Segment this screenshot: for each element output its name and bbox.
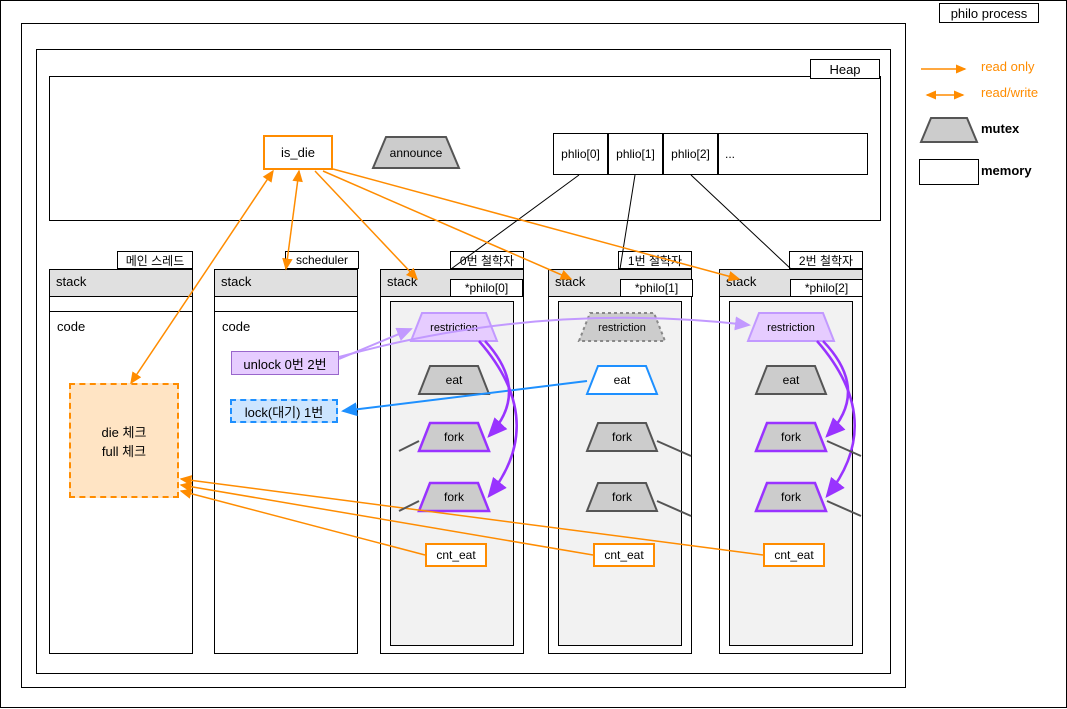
legend-rw-arrow bbox=[919, 87, 973, 103]
svg-text:fork: fork bbox=[781, 490, 802, 504]
svg-text:eat: eat bbox=[446, 373, 463, 387]
diagram-root: philo process Heap is_die announce phlio… bbox=[0, 0, 1067, 708]
heap-label: Heap bbox=[810, 59, 880, 79]
legend-readonly: read only bbox=[981, 59, 1034, 74]
die-check-l1: die 체크 bbox=[102, 422, 147, 441]
p1-fork2: fork bbox=[585, 481, 659, 513]
die-check-l2: full 체크 bbox=[102, 441, 146, 460]
sched-code-label: code bbox=[222, 319, 250, 334]
p1-fork1: fork bbox=[585, 421, 659, 453]
p2-inner bbox=[729, 301, 853, 646]
sched-tab: scheduler bbox=[285, 251, 359, 269]
svg-text:restriction: restriction bbox=[598, 322, 646, 334]
p1-eat: eat bbox=[585, 364, 659, 396]
legend-readonly-arrow bbox=[919, 61, 973, 77]
svg-text:fork: fork bbox=[612, 490, 633, 504]
svg-text:announce: announce bbox=[390, 146, 443, 160]
p2-fork1: fork bbox=[754, 421, 828, 453]
p0-eat: eat bbox=[417, 364, 491, 396]
p2-fork2: fork bbox=[754, 481, 828, 513]
p0-cnt-eat: cnt_eat bbox=[425, 543, 487, 567]
p1-restriction: restriction bbox=[577, 311, 667, 343]
p2-restriction: restriction bbox=[746, 311, 836, 343]
p2-tab: 2번 철학자 bbox=[789, 251, 863, 269]
p1-inner bbox=[558, 301, 682, 646]
philo-1: phlio[1] bbox=[608, 133, 663, 175]
is-die-box: is_die bbox=[263, 135, 333, 170]
p0-inner bbox=[390, 301, 514, 646]
sched-stack: stack bbox=[214, 269, 358, 297]
legend-memory-box bbox=[919, 159, 979, 185]
svg-text:restriction: restriction bbox=[430, 322, 478, 334]
p0-fork2: fork bbox=[417, 481, 491, 513]
process-title: philo process bbox=[939, 3, 1039, 23]
p2-cnt-eat: cnt_eat bbox=[763, 543, 825, 567]
svg-text:eat: eat bbox=[614, 373, 631, 387]
p0-ptr: *philo[0] bbox=[450, 279, 523, 297]
main-code-label: code bbox=[57, 319, 85, 334]
p0-restriction: restriction bbox=[409, 311, 499, 343]
lock-box: lock(대기) 1번 bbox=[230, 399, 338, 423]
svg-text:eat: eat bbox=[783, 373, 800, 387]
svg-text:fork: fork bbox=[612, 430, 633, 444]
p1-tab: 1번 철학자 bbox=[618, 251, 692, 269]
legend-rw: read/write bbox=[981, 85, 1038, 100]
main-tab: 메인 스레드 bbox=[117, 251, 193, 269]
p2-ptr: *philo[2] bbox=[790, 279, 863, 297]
svg-text:restriction: restriction bbox=[767, 322, 815, 334]
die-check-box: die 체크 full 체크 bbox=[69, 383, 179, 498]
legend-mutex bbox=[919, 116, 979, 146]
p1-cnt-eat: cnt_eat bbox=[593, 543, 655, 567]
p0-tab: 0번 철학자 bbox=[450, 251, 524, 269]
legend-memory-label: memory bbox=[981, 163, 1032, 178]
p2-eat: eat bbox=[754, 364, 828, 396]
p1-ptr: *philo[1] bbox=[620, 279, 693, 297]
philo-more: ... bbox=[718, 133, 868, 175]
p0-fork1: fork bbox=[417, 421, 491, 453]
svg-text:fork: fork bbox=[781, 430, 802, 444]
philo-2: phlio[2] bbox=[663, 133, 718, 175]
svg-text:fork: fork bbox=[444, 430, 465, 444]
legend-mutex-label: mutex bbox=[981, 121, 1019, 136]
unlock-box: unlock 0번 2번 bbox=[231, 351, 339, 375]
svg-text:fork: fork bbox=[444, 490, 465, 504]
announce-trap: announce bbox=[371, 135, 461, 170]
philo-0: phlio[0] bbox=[553, 133, 608, 175]
main-stack: stack bbox=[49, 269, 193, 297]
